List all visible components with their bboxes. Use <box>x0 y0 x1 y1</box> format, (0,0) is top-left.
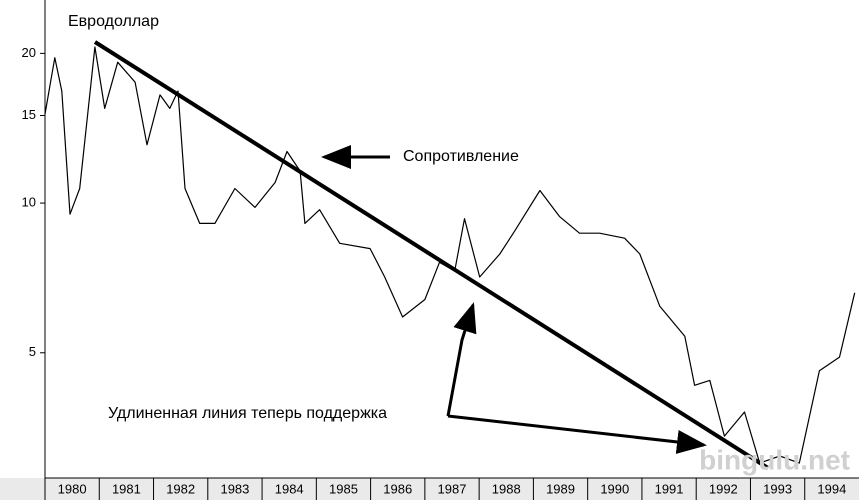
annotation: Сопротивление <box>403 148 519 165</box>
x-tick-label: 1987 <box>438 481 467 496</box>
arrow <box>447 414 707 454</box>
y-tick-label: 20 <box>22 45 36 60</box>
y-tick-label: 10 <box>22 195 36 210</box>
x-tick-label: 1985 <box>329 481 358 496</box>
x-tick-label: 1989 <box>546 481 575 496</box>
x-tick-label: 1982 <box>166 481 195 496</box>
trend-line <box>93 40 770 470</box>
arrow <box>446 302 477 417</box>
x-axis-band <box>0 478 859 500</box>
annotation: Евродоллар <box>68 13 159 30</box>
data-line <box>44 46 856 464</box>
x-tick-label: 1984 <box>275 481 304 496</box>
watermark: bingulu.net <box>699 444 850 475</box>
x-tick-label: 1992 <box>709 481 738 496</box>
x-tick-label: 1980 <box>58 481 87 496</box>
x-tick-label: 1983 <box>220 481 249 496</box>
annotation: Удлиненная линия теперь поддержка <box>108 405 387 422</box>
x-tick-label: 1991 <box>655 481 684 496</box>
x-tick-label: 1988 <box>492 481 521 496</box>
x-tick-label: 1994 <box>817 481 846 496</box>
x-tick-label: 1981 <box>112 481 141 496</box>
x-tick-label: 1993 <box>763 481 792 496</box>
x-tick-label: 1990 <box>600 481 629 496</box>
x-tick-label: 1986 <box>383 481 412 496</box>
y-tick-label: 15 <box>22 107 36 122</box>
y-tick-label: 5 <box>29 344 36 359</box>
